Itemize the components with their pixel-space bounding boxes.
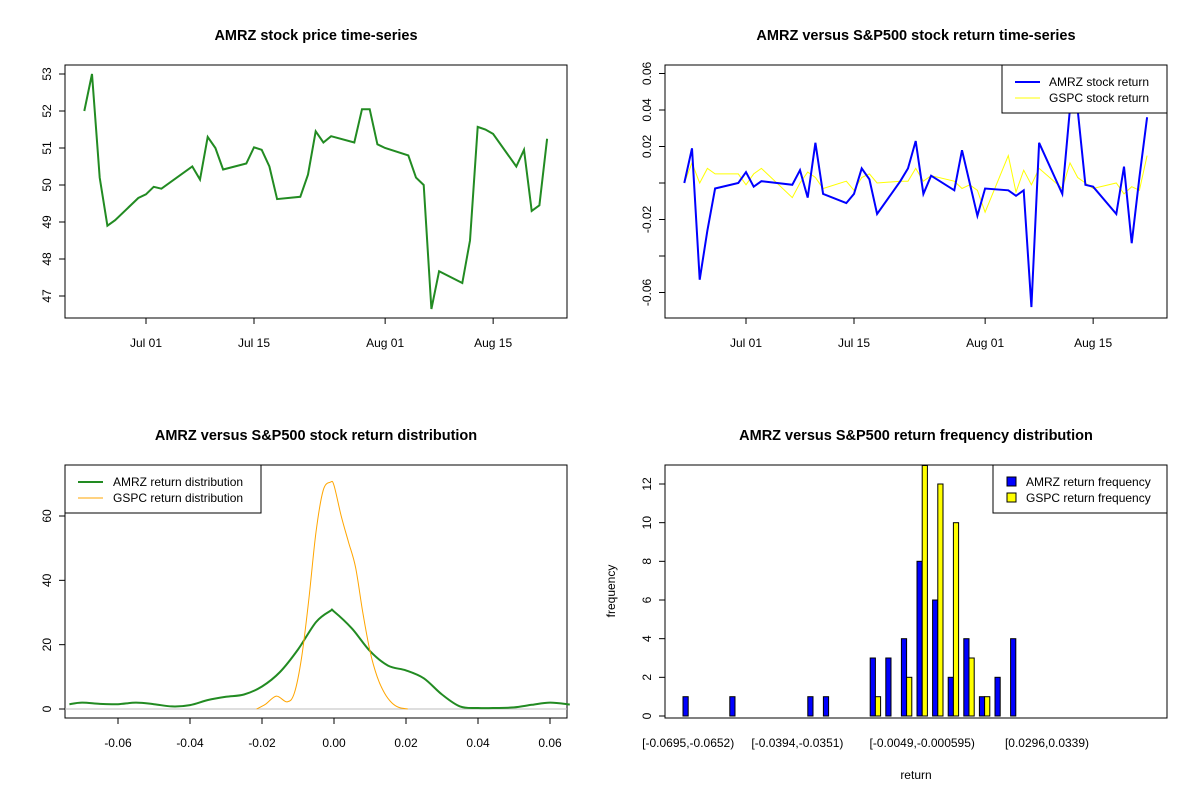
return-plot-frame xyxy=(664,64,1168,319)
legend-label-gspc-return: GSPC stock return xyxy=(1049,91,1149,105)
amrz-frequency-bar xyxy=(807,696,814,717)
legend-swatch-gspc-frequency xyxy=(1006,492,1017,503)
amrz-frequency-bar xyxy=(900,638,908,717)
frequency-y-tick-label: 12 xyxy=(640,477,654,491)
frequency-y-axis-label: frequency xyxy=(604,565,618,618)
return-x-tick-label: Jul 01 xyxy=(730,336,762,350)
price-y-tick-label: 51 xyxy=(40,141,54,155)
gspc-frequency-bar xyxy=(906,676,913,717)
frequency-legend-box xyxy=(992,464,1168,514)
frequency-y-tick-label: 4 xyxy=(640,635,654,642)
price-y-tick-label: 47 xyxy=(40,289,54,303)
density-y-tick-label: 40 xyxy=(40,573,54,587)
density-y-tick-label: 60 xyxy=(40,509,54,523)
density-legend: AMRZ return distribution GSPC return dis… xyxy=(64,464,262,514)
legend-label-amrz-frequency: AMRZ return frequency xyxy=(1026,475,1151,489)
return-x-tick-label: Jul 15 xyxy=(838,336,870,350)
frequency-y-tick-label: 8 xyxy=(640,558,654,565)
density-plot-frame xyxy=(64,464,568,719)
price-plot-frame xyxy=(64,64,568,319)
frequency-legend: AMRZ return frequency GSPC return freque… xyxy=(992,464,1168,514)
return-y-tick-label: -0.06 xyxy=(640,279,654,307)
amrz-frequency-bar xyxy=(947,676,954,717)
return-x-tick-label: Aug 01 xyxy=(966,336,1004,350)
amrz-frequency-bar xyxy=(729,696,736,717)
price-y-tick-label: 50 xyxy=(40,178,54,192)
gspc-frequency-bar xyxy=(952,522,960,717)
return-legend-box xyxy=(1001,64,1168,114)
price-chart: AMRZ stock price time-series 47 48 49 50 51 5… xyxy=(40,28,568,350)
amrz-frequency-bar xyxy=(682,696,689,717)
price-y-tick-label: 53 xyxy=(40,67,54,81)
price-chart-title: AMRZ stock price time-series xyxy=(214,28,417,44)
amrz-frequency-bar xyxy=(916,560,923,717)
return-chart-title: AMRZ versus S&P500 stock return time-ser… xyxy=(756,28,1075,44)
frequency-chart-title: AMRZ versus S&P500 return frequency dist… xyxy=(739,428,1093,444)
frequency-plot-frame xyxy=(664,464,1168,719)
amrz-return-line xyxy=(683,106,1149,308)
legend-label-amrz-return: AMRZ stock return xyxy=(1049,75,1149,89)
price-series-line xyxy=(83,73,549,310)
amrz-frequency-bar xyxy=(963,638,970,717)
price-y-tick-label: 52 xyxy=(40,104,54,118)
frequency-x-axis-label: return xyxy=(900,768,931,782)
frequency-y-tick-label: 2 xyxy=(640,674,654,681)
amrz-frequency-bar xyxy=(885,657,892,717)
return-y-tick-label: 0.04 xyxy=(640,98,654,122)
amrz-frequency-bar xyxy=(1010,638,1017,717)
density-y-tick-label: 0 xyxy=(40,705,54,712)
gspc-return-line xyxy=(683,153,1148,214)
price-x-tick-label: Aug 01 xyxy=(366,336,404,350)
amrz-frequency-bar xyxy=(978,696,986,717)
legend-label-amrz-distribution: AMRZ return distribution xyxy=(113,475,243,489)
density-x-tick-label: 0.06 xyxy=(538,736,562,750)
density-chart-title: AMRZ versus S&P500 stock return distribu… xyxy=(155,428,477,444)
return-y-tick-label: -0.02 xyxy=(640,206,654,234)
legend-label-gspc-frequency: GSPC return frequency xyxy=(1026,491,1151,505)
gspc-frequency-bar xyxy=(937,483,944,717)
density-x-tick-label: 0.02 xyxy=(394,736,418,750)
frequency-x-tick-label: [0.0296,0.0339) xyxy=(1005,736,1089,750)
gspc-frequency-bar xyxy=(921,465,928,717)
price-x-tick-label: Aug 15 xyxy=(474,336,512,350)
density-chart: AMRZ versus S&P500 stock return distribu… xyxy=(40,428,570,750)
amrz-frequency-bar xyxy=(822,696,830,717)
frequency-y-tick-label: 6 xyxy=(640,596,654,603)
frequency-y-tick-label: 0 xyxy=(640,712,654,719)
return-y-tick-label: 0.06 xyxy=(640,61,654,85)
frequency-x-tick-label: [-0.0394,-0.0351) xyxy=(751,736,843,750)
density-x-tick-label: -0.06 xyxy=(104,736,132,750)
legend-label-gspc-distribution: GSPC return distribution xyxy=(113,491,243,505)
frequency-y-tick-label: 10 xyxy=(640,516,654,530)
gspc-density-curve xyxy=(256,480,408,710)
legend-swatch-amrz-frequency xyxy=(1006,476,1017,487)
gspc-frequency-bar xyxy=(874,696,882,717)
return-legend: AMRZ stock return GSPC stock return xyxy=(1001,64,1168,114)
return-x-tick-label: Aug 15 xyxy=(1074,336,1112,350)
density-legend-box xyxy=(64,464,262,514)
amrz-frequency-bar xyxy=(869,657,876,717)
price-x-tick-label: Jul 15 xyxy=(238,336,270,350)
gspc-frequency-bar xyxy=(984,696,991,717)
return-chart: AMRZ versus S&P500 stock return time-ser… xyxy=(640,28,1168,350)
frequency-x-tick-label: [-0.0049,-0.000595) xyxy=(869,736,974,750)
density-y-tick-label: 20 xyxy=(40,638,54,652)
density-x-tick-label: 0.00 xyxy=(322,736,346,750)
frequency-x-tick-label: [-0.0695,-0.0652) xyxy=(642,736,734,750)
gspc-frequency-bar xyxy=(968,657,975,717)
price-y-tick-label: 48 xyxy=(40,252,54,266)
density-x-tick-label: -0.04 xyxy=(176,736,204,750)
amrz-density-curve xyxy=(69,608,570,710)
frequency-chart: AMRZ versus S&P500 return frequency dist… xyxy=(604,428,1168,782)
return-y-tick-label: 0.02 xyxy=(640,134,654,158)
density-x-tick-label: 0.04 xyxy=(466,736,490,750)
price-y-tick-label: 49 xyxy=(40,215,54,229)
density-x-tick-label: -0.02 xyxy=(248,736,276,750)
amrz-frequency-bar xyxy=(932,599,939,717)
price-x-tick-label: Jul 01 xyxy=(130,336,162,350)
amrz-frequency-bar xyxy=(994,676,1001,717)
